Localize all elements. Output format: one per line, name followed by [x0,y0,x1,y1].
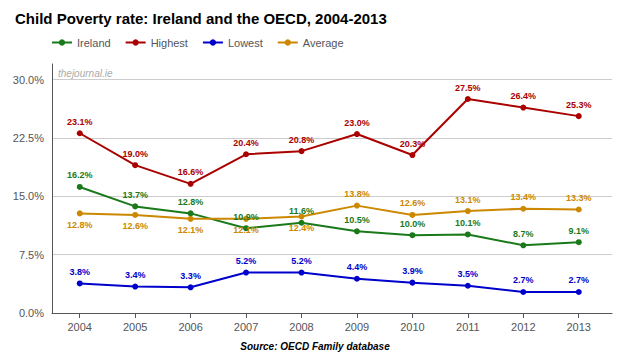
svg-text:15.0%: 15.0% [13,190,44,202]
svg-text:2006: 2006 [178,321,202,333]
svg-text:2011: 2011 [456,321,480,333]
svg-text:Ireland: Ireland [77,37,111,49]
svg-text:16.6%: 16.6% [178,167,204,177]
svg-text:23.1%: 23.1% [67,117,93,127]
svg-text:10.5%: 10.5% [344,215,370,225]
svg-text:8.7%: 8.7% [513,229,534,239]
svg-text:13.3%: 13.3% [566,193,592,203]
svg-text:Lowest: Lowest [228,37,263,49]
svg-text:3.9%: 3.9% [402,266,423,276]
svg-text:Source: OECD Family database: Source: OECD Family database [240,341,390,352]
svg-text:2010: 2010 [400,321,424,333]
svg-text:3.4%: 3.4% [125,270,146,280]
svg-text:11.6%: 11.6% [289,206,314,216]
svg-text:2004: 2004 [67,321,91,333]
svg-text:25.3%: 25.3% [566,100,592,110]
svg-text:13.4%: 13.4% [511,192,537,202]
svg-text:4.4%: 4.4% [347,262,368,272]
svg-text:5.2%: 5.2% [236,256,257,266]
svg-text:2005: 2005 [123,321,147,333]
svg-text:5.2%: 5.2% [291,256,312,266]
svg-text:20.4%: 20.4% [233,138,259,148]
svg-text:16.2%: 16.2% [67,170,93,180]
svg-text:2007: 2007 [234,321,258,333]
svg-text:9.1%: 9.1% [568,226,589,236]
svg-text:2.7%: 2.7% [513,275,534,285]
svg-text:26.4%: 26.4% [511,91,537,101]
svg-text:20.8%: 20.8% [289,135,315,145]
svg-text:13.7%: 13.7% [122,190,148,200]
svg-text:3.8%: 3.8% [69,267,90,277]
svg-text:12.8%: 12.8% [67,220,93,230]
svg-text:2009: 2009 [345,321,369,333]
svg-text:12.8%: 12.8% [178,197,204,207]
svg-text:2008: 2008 [289,321,313,333]
svg-text:Child Poverty rate: Ireland an: Child Poverty rate: Ireland and the OECD… [15,10,387,27]
svg-text:12.6%: 12.6% [400,198,426,208]
svg-text:10.0%: 10.0% [400,219,426,229]
svg-text:thejournal.ie: thejournal.ie [58,68,113,79]
svg-text:3.3%: 3.3% [180,271,201,281]
svg-text:7.5%: 7.5% [19,249,44,261]
svg-text:13.1%: 13.1% [455,195,481,205]
svg-text:20.3%: 20.3% [400,139,426,149]
svg-text:12.4%: 12.4% [289,223,315,233]
svg-text:22.5%: 22.5% [13,132,44,144]
svg-text:27.5%: 27.5% [455,83,481,93]
svg-text:0.0%: 0.0% [19,307,44,319]
svg-text:12.1%: 12.1% [233,225,259,235]
svg-text:3.5%: 3.5% [458,269,479,279]
svg-text:30.0%: 30.0% [13,74,44,86]
svg-text:23.0%: 23.0% [344,118,370,128]
svg-text:2013: 2013 [566,321,590,333]
svg-text:2012: 2012 [511,321,535,333]
svg-text:19.0%: 19.0% [122,149,148,159]
svg-text:2.7%: 2.7% [568,275,589,285]
svg-text:12.1%: 12.1% [178,225,204,235]
svg-text:Highest: Highest [151,37,188,49]
svg-text:12.6%: 12.6% [122,221,148,231]
svg-text:13.8%: 13.8% [344,189,370,199]
svg-text:10.9%: 10.9% [233,212,259,222]
svg-text:10.1%: 10.1% [455,218,481,228]
svg-text:Average: Average [303,37,344,49]
